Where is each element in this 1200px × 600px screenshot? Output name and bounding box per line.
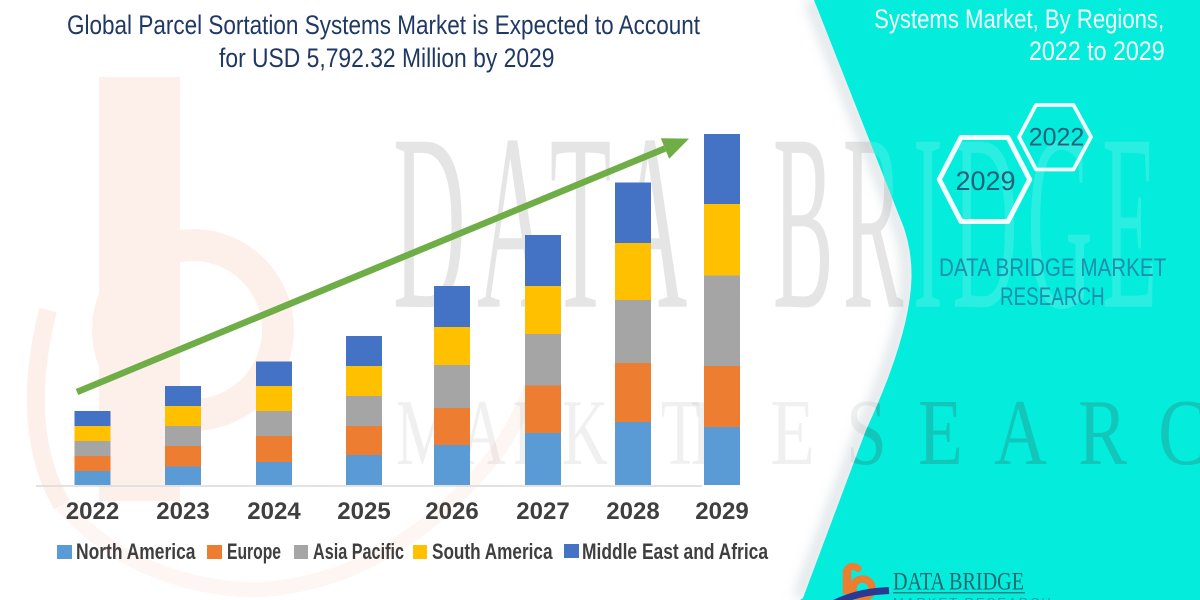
- svg-text:MARKET RESEARCH: MARKET RESEARCH: [893, 595, 1053, 600]
- svg-text:DATA BRIDGE: DATA BRIDGE: [893, 567, 1024, 596]
- svg-text:2029: 2029: [955, 166, 1015, 196]
- svg-text:2022: 2022: [1029, 124, 1085, 152]
